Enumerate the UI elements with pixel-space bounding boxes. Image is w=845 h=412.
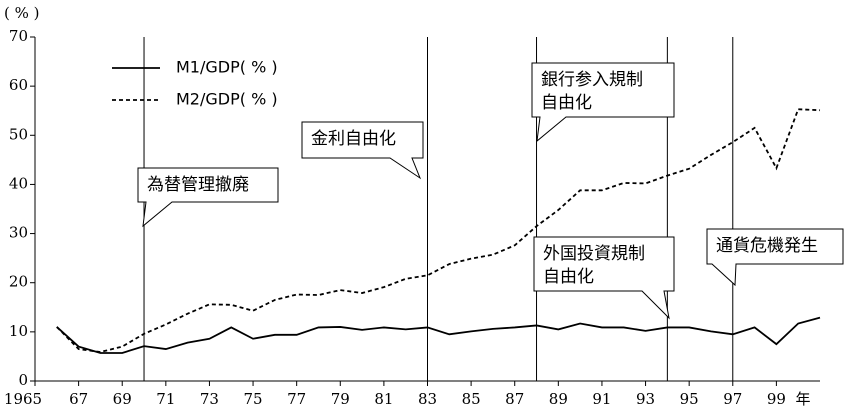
callout-label: 自由化 xyxy=(543,267,594,287)
x-tick-label: 67 xyxy=(69,390,88,408)
x-tick-label: 69 xyxy=(113,390,132,408)
x-tick-label: 89 xyxy=(549,390,568,408)
callout-box xyxy=(301,121,424,180)
legend-label: M1/GDP( % ) xyxy=(176,58,278,77)
legend-label: M2/GDP( % ) xyxy=(176,90,278,109)
x-tick-label: 97 xyxy=(723,390,742,408)
callout-box xyxy=(706,228,844,287)
y-tick-label: 50 xyxy=(9,125,28,143)
y-axis-label: ( % ) xyxy=(4,4,40,22)
x-tick-label: 95 xyxy=(680,390,699,408)
callout-label: 為替管理撤廃 xyxy=(147,175,249,195)
callout-box xyxy=(137,167,279,228)
callout-label: 銀行参入規制 xyxy=(541,70,643,90)
x-tick-label: 87 xyxy=(505,390,524,408)
callout-label: 自由化 xyxy=(541,93,592,113)
x-tick-label: 79 xyxy=(331,390,350,408)
data-line xyxy=(56,316,821,354)
x-tick-label: 85 xyxy=(462,390,481,408)
x-tick-label: 71 xyxy=(156,390,175,408)
callout-box xyxy=(533,236,675,320)
y-tick-label: 10 xyxy=(9,322,28,340)
data-line xyxy=(56,108,821,353)
x-axis-label: 年 xyxy=(795,390,810,408)
x-tick-label: 81 xyxy=(374,390,393,408)
x-tick-label: 75 xyxy=(244,390,263,408)
x-tick-label: 77 xyxy=(287,390,306,408)
y-tick-label: 30 xyxy=(9,224,28,242)
y-tick-label: 60 xyxy=(9,76,28,94)
x-tick-label: 1965 xyxy=(4,390,42,408)
x-tick-label: 99 xyxy=(767,390,786,408)
y-tick-label: 0 xyxy=(18,371,28,389)
x-tick-label: 93 xyxy=(636,390,655,408)
x-tick-label: 73 xyxy=(200,390,219,408)
callout-label: 通貨危機発生 xyxy=(716,236,818,256)
x-tick-label: 91 xyxy=(592,390,611,408)
callout-box xyxy=(531,62,675,143)
callout-label: 外国投資規制 xyxy=(543,244,645,264)
y-tick-label: 70 xyxy=(9,27,28,45)
y-tick-label: 20 xyxy=(9,273,28,291)
y-tick-label: 40 xyxy=(9,174,28,192)
callout-label: 金利自由化 xyxy=(311,129,396,149)
x-tick-label: 83 xyxy=(418,390,437,408)
